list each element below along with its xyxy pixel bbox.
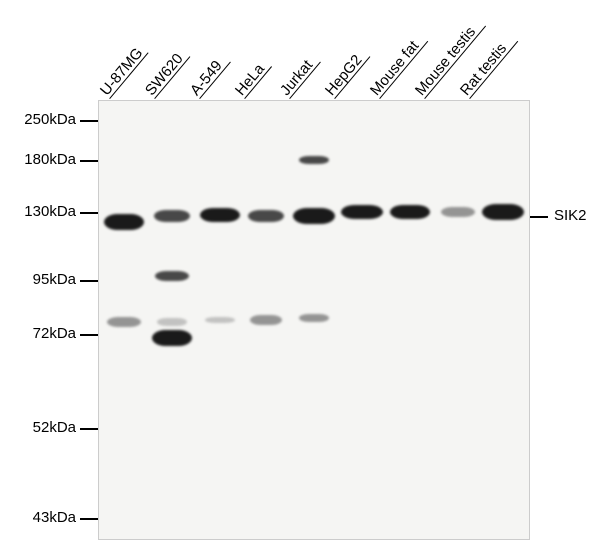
blot-band xyxy=(200,208,240,222)
mw-label: 180kDa xyxy=(18,151,76,168)
lane-label: U-87MG xyxy=(97,45,146,99)
blot-band xyxy=(341,205,383,219)
blot-band xyxy=(154,210,190,222)
mw-label: 72kDa xyxy=(18,325,76,342)
mw-tick xyxy=(80,120,98,122)
blot-band xyxy=(482,204,524,220)
mw-tick xyxy=(80,212,98,214)
mw-label: 43kDa xyxy=(18,509,76,526)
blot-band xyxy=(152,330,192,346)
protein-label: SIK2 xyxy=(554,207,587,224)
mw-tick xyxy=(80,518,98,520)
mw-tick xyxy=(80,334,98,336)
mw-label: 52kDa xyxy=(18,419,76,436)
lane-label: HepG2 xyxy=(322,52,366,99)
blot-band xyxy=(205,317,235,323)
mw-tick xyxy=(80,428,98,430)
mw-label: 95kDa xyxy=(18,271,76,288)
blot-band xyxy=(157,318,187,326)
mw-tick xyxy=(80,280,98,282)
blot-band xyxy=(293,208,335,224)
blot-band xyxy=(104,214,144,230)
mw-label: 130kDa xyxy=(18,203,76,220)
right-label-tick xyxy=(530,216,548,218)
blot-band xyxy=(155,271,189,281)
blot-band xyxy=(299,314,329,322)
blot-band xyxy=(248,210,284,222)
lane-label: HeLa xyxy=(232,61,268,99)
blot-band xyxy=(107,317,141,327)
lane-label: A-549 xyxy=(187,57,226,99)
blot-band xyxy=(250,315,282,325)
lane-label: SW620 xyxy=(142,50,187,99)
mw-label: 250kDa xyxy=(18,111,76,128)
blot-band xyxy=(299,156,329,164)
blot-band xyxy=(441,207,475,217)
lane-label: Jurkat xyxy=(277,57,316,99)
blot-band xyxy=(390,205,430,219)
mw-tick xyxy=(80,160,98,162)
blot-figure: U-87MGSW620A-549HeLaJurkatHepG2Mouse fat… xyxy=(0,0,608,557)
